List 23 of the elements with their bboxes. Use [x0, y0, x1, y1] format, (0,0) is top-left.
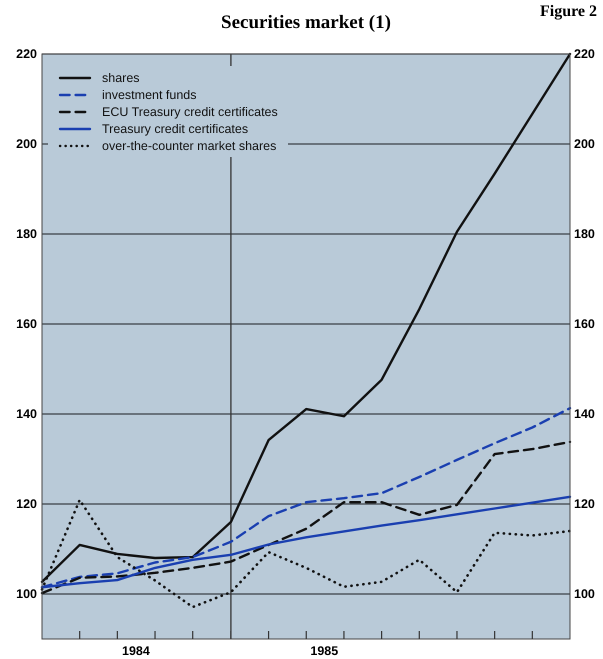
y2-tick-label: 180 — [574, 227, 595, 241]
legend-label: shares — [102, 71, 140, 85]
x-tick-label: 1985 — [310, 644, 338, 658]
legend-label: investment funds — [102, 88, 196, 102]
y2-tick-label: 200 — [574, 137, 595, 151]
y-tick-label: 140 — [16, 407, 38, 421]
y2-tick-label: 100 — [574, 587, 595, 601]
y-tick-label: 200 — [16, 137, 38, 151]
y-tick-label: 120 — [16, 497, 38, 511]
legend-label: Treasury credit certificates — [102, 122, 248, 136]
y-tick-label: 160 — [16, 317, 38, 331]
y2-tick-label: 220 — [574, 47, 595, 61]
y2-tick-label: 120 — [574, 497, 595, 511]
legend-label: ECU Treasury credit certificates — [102, 105, 278, 119]
y-tick-label: 180 — [16, 227, 38, 241]
y2-tick-label: 160 — [574, 317, 595, 331]
y2-tick-label: 140 — [574, 407, 595, 421]
caption: Figure 2 — [540, 3, 597, 20]
x-tick-label: 1984 — [122, 644, 150, 658]
y-tick-label: 100 — [16, 587, 38, 601]
y-tick-label: 220 — [16, 47, 38, 61]
chart-title: Securities market (1) — [221, 12, 391, 33]
legend-label: over-the-counter market shares — [102, 139, 276, 153]
